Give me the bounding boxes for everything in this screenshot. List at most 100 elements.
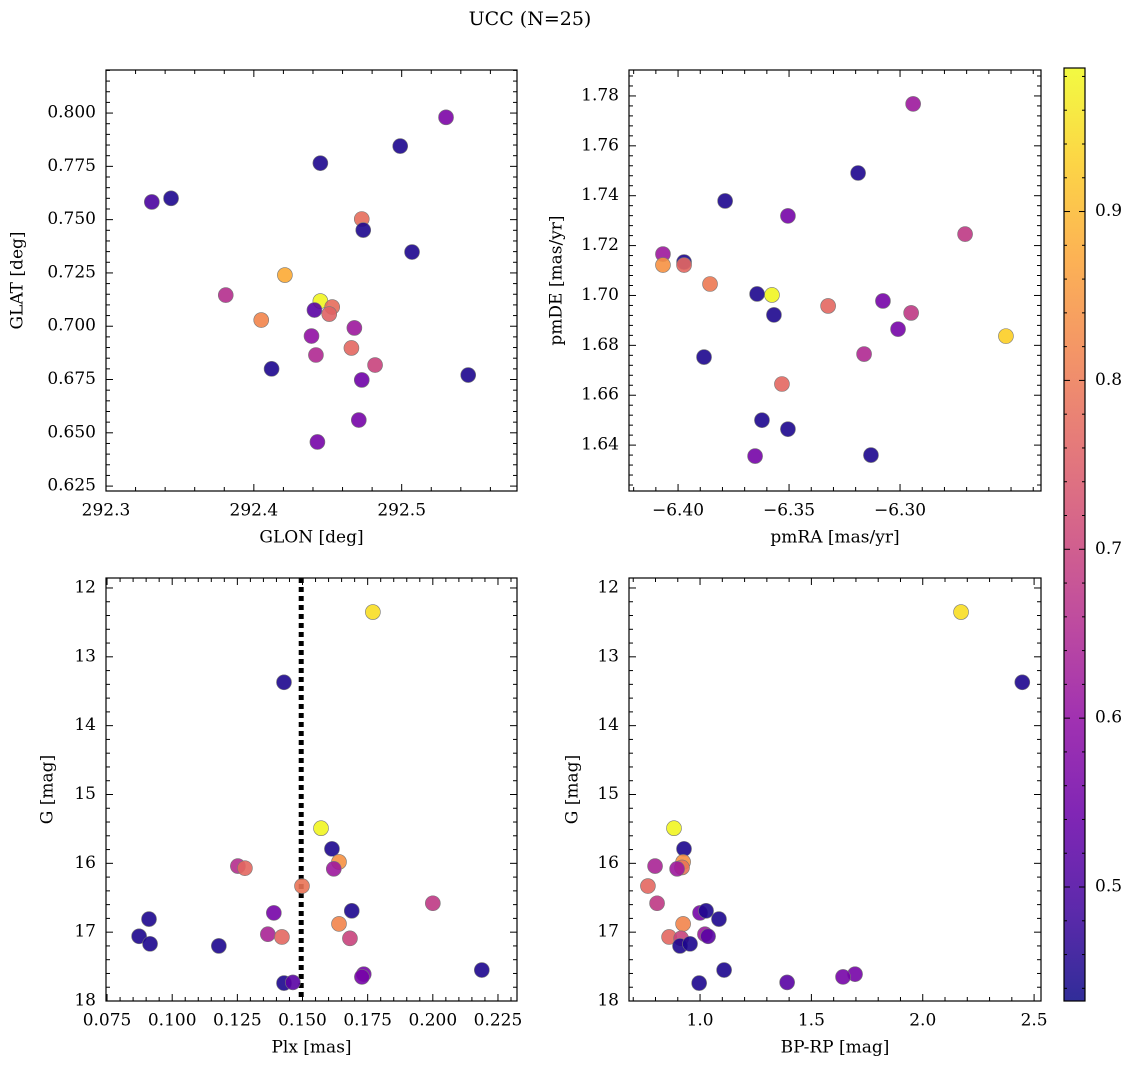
y-tick-label: 1.78	[581, 85, 619, 105]
x-tick-label: −6.30	[874, 501, 926, 521]
point	[696, 349, 712, 365]
point	[863, 447, 879, 463]
point	[163, 190, 179, 207]
point	[141, 911, 157, 927]
point	[438, 109, 454, 126]
y-tick-label: 0.625	[47, 476, 96, 496]
point	[856, 346, 872, 362]
y-tick-label: 18	[597, 991, 619, 1011]
y-tick-label: 0.750	[47, 209, 96, 229]
point	[711, 911, 727, 927]
point	[474, 962, 490, 978]
point	[717, 193, 733, 209]
point	[682, 936, 698, 952]
y-axis-label: G [mag]	[563, 755, 583, 824]
y-tick-label: 12	[597, 577, 619, 597]
x-tick-label: 0.125	[213, 1011, 262, 1031]
point	[144, 194, 160, 210]
point	[313, 820, 329, 837]
point	[764, 287, 780, 303]
x-tick-label: 292.4	[230, 501, 279, 521]
colorbar-tick-label: 0.6	[1095, 708, 1122, 728]
point	[905, 96, 921, 112]
x-tick-label: 0.200	[408, 1011, 457, 1031]
y-tick-label: 14	[597, 715, 619, 735]
y-tick-label: 1.68	[581, 335, 619, 355]
point	[835, 969, 851, 985]
x-tick-label: 0.100	[148, 1011, 197, 1031]
colorbar-tick-label: 0.5	[1095, 877, 1122, 897]
point	[647, 858, 663, 874]
point	[702, 276, 718, 292]
y-tick-label: 1.66	[581, 385, 619, 405]
point	[343, 340, 360, 356]
point	[355, 222, 372, 238]
point	[676, 841, 692, 857]
point	[998, 328, 1014, 344]
x-tick-label: 0.175	[343, 1011, 392, 1031]
point	[324, 841, 340, 857]
point	[691, 975, 707, 991]
y-tick-label: 16	[597, 853, 619, 873]
y-tick-label: 1.70	[581, 285, 619, 305]
point	[277, 267, 293, 283]
point	[331, 916, 347, 932]
point	[343, 903, 360, 919]
point	[404, 244, 420, 260]
y-tick-label: 16	[74, 853, 96, 873]
colorbar	[1063, 67, 1086, 1002]
point	[217, 287, 234, 303]
point	[749, 286, 765, 302]
point	[294, 878, 310, 894]
point	[640, 878, 656, 894]
point	[211, 938, 227, 954]
point	[766, 307, 782, 323]
point	[321, 306, 338, 322]
point	[142, 936, 158, 952]
point	[253, 312, 270, 328]
x-tick-label: 2.5	[1021, 1011, 1048, 1031]
point	[1014, 674, 1031, 691]
y-tick-label: 12	[74, 577, 96, 597]
point	[312, 155, 329, 171]
y-tick-label: 13	[74, 646, 96, 666]
point	[676, 257, 692, 273]
point	[700, 928, 716, 945]
point	[716, 962, 732, 978]
y-tick-label: 17	[597, 922, 619, 942]
point	[309, 434, 326, 450]
y-axis-label: pmDE [mas/yr]	[547, 215, 567, 345]
colorbar-tick-label: 0.9	[1095, 201, 1122, 221]
x-tick-label: 292.3	[82, 501, 131, 521]
point	[353, 372, 370, 388]
point	[325, 861, 342, 877]
point	[237, 860, 253, 876]
y-tick-label: 14	[74, 715, 96, 735]
point	[342, 930, 358, 947]
point	[285, 974, 301, 991]
x-axis-label: GLON [deg]	[259, 528, 363, 548]
x-axis-label: BP-RP [mag]	[781, 1038, 890, 1058]
y-tick-label: 0.800	[47, 103, 96, 123]
point	[957, 226, 973, 242]
point	[260, 926, 276, 943]
y-axis-label: G [mag]	[38, 755, 58, 824]
point	[263, 361, 280, 377]
x-axis-label: pmRA [mas/yr]	[770, 528, 899, 548]
x-tick-label: 2.0	[909, 1011, 936, 1031]
axes-frame	[628, 69, 1042, 492]
point	[820, 298, 836, 314]
y-tick-label: 1.76	[581, 135, 619, 155]
colorbar-tick-label: 0.8	[1095, 370, 1122, 390]
x-tick-label: 0.225	[474, 1011, 523, 1031]
figure-title: UCC (N=25)	[469, 8, 592, 30]
point	[779, 974, 795, 991]
point	[747, 448, 763, 464]
point	[649, 895, 665, 912]
point	[306, 302, 323, 318]
x-tick-label: 1.0	[687, 1011, 714, 1031]
y-tick-label: 18	[74, 991, 96, 1011]
